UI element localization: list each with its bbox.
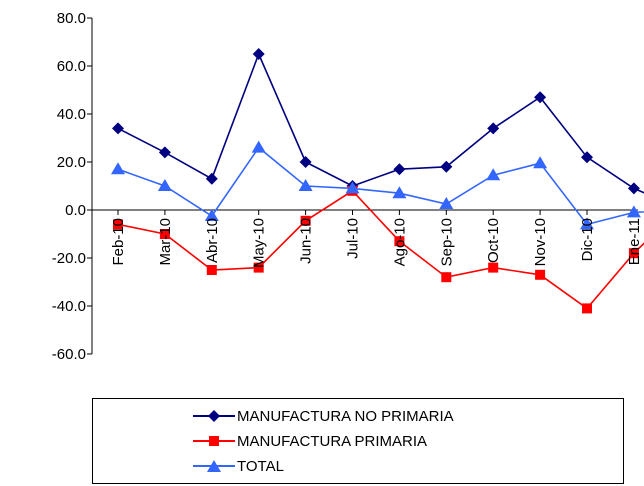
data-point bbox=[299, 156, 312, 168]
x-tick-label: Oct-10 bbox=[485, 218, 502, 263]
data-point bbox=[251, 140, 266, 153]
data-point bbox=[440, 160, 453, 173]
data-point bbox=[441, 272, 452, 283]
data-point bbox=[253, 262, 264, 273]
legend-label: MANUFACTURA PRIMARIA bbox=[237, 432, 428, 450]
data-point bbox=[252, 48, 265, 60]
diamond-marker-icon bbox=[193, 410, 235, 422]
series-line bbox=[117, 51, 644, 194]
x-tick-label: Ene-11 bbox=[626, 218, 643, 265]
line-chart: 80.0 60.0 40.0 20.0 0.0 -20.0 -40.0 -60.0 Feb-10… bbox=[52, 10, 644, 363]
data-point bbox=[535, 269, 546, 280]
data-point bbox=[626, 205, 641, 218]
data-point bbox=[533, 156, 548, 169]
data-point bbox=[486, 168, 501, 181]
y-tick-label: 40.0 bbox=[57, 106, 86, 123]
data-point bbox=[206, 265, 217, 275]
data-point bbox=[487, 122, 500, 135]
legend-item-primaria: MANUFACTURA PRIMARIA bbox=[193, 430, 427, 452]
y-tick-label: -60.0 bbox=[52, 346, 86, 363]
data-point bbox=[113, 219, 123, 230]
square-marker-icon bbox=[193, 436, 235, 446]
data-point bbox=[205, 172, 218, 185]
x-tick-label: Mar-10 bbox=[157, 218, 174, 266]
data-point bbox=[628, 248, 639, 259]
data-point bbox=[439, 197, 454, 209]
data-point bbox=[158, 146, 171, 159]
legend-item-total: TOTAL bbox=[193, 455, 284, 477]
x-tick-label: Nov-10 bbox=[532, 218, 549, 266]
x-tick-label: Ago-10 bbox=[391, 218, 408, 266]
data-point bbox=[392, 186, 407, 199]
series-line bbox=[117, 189, 644, 310]
data-point bbox=[298, 179, 313, 191]
x-tick-label: Abr-10 bbox=[204, 218, 221, 263]
data-point bbox=[534, 91, 547, 104]
y-tick-label: 60.0 bbox=[57, 58, 86, 75]
data-point bbox=[111, 162, 125, 175]
y-tick-label: 80.0 bbox=[57, 10, 86, 27]
data-point bbox=[581, 151, 593, 164]
data-point bbox=[627, 182, 640, 195]
y-tick-label: 0.0 bbox=[65, 202, 86, 219]
data-point bbox=[204, 209, 219, 221]
y-tick-label: -20.0 bbox=[52, 250, 86, 267]
y-tick-label: -40.0 bbox=[52, 298, 86, 315]
data-point bbox=[159, 229, 170, 239]
data-point bbox=[582, 303, 592, 314]
legend-label: TOTAL bbox=[237, 457, 284, 475]
legend-label: MANUFACTURA NO PRIMARIA bbox=[237, 407, 454, 425]
legend-item-no-primaria: MANUFACTURA NO PRIMARIA bbox=[193, 405, 454, 427]
data-point bbox=[488, 262, 499, 273]
series-line bbox=[117, 146, 644, 226]
x-tick-label: May-10 bbox=[251, 218, 268, 268]
data-point bbox=[300, 215, 311, 226]
data-point bbox=[345, 181, 360, 194]
x-tick-label: Jun-10 bbox=[298, 218, 315, 264]
x-tick-label: Feb-10 bbox=[110, 218, 127, 266]
data-point bbox=[394, 236, 405, 247]
x-tick-label: Dic-10 bbox=[579, 218, 596, 261]
x-tick-label: Jul-10 bbox=[345, 218, 362, 259]
data-point bbox=[112, 122, 124, 135]
legend: MANUFACTURA NO PRIMARIA MANUFACTURA PRIM… bbox=[92, 398, 624, 484]
data-point bbox=[393, 163, 406, 176]
data-point bbox=[580, 217, 594, 230]
x-tick-label: Sep-10 bbox=[438, 218, 455, 266]
triangle-marker-icon bbox=[193, 460, 235, 472]
data-point bbox=[157, 179, 172, 191]
y-tick-label: 20.0 bbox=[57, 154, 86, 171]
